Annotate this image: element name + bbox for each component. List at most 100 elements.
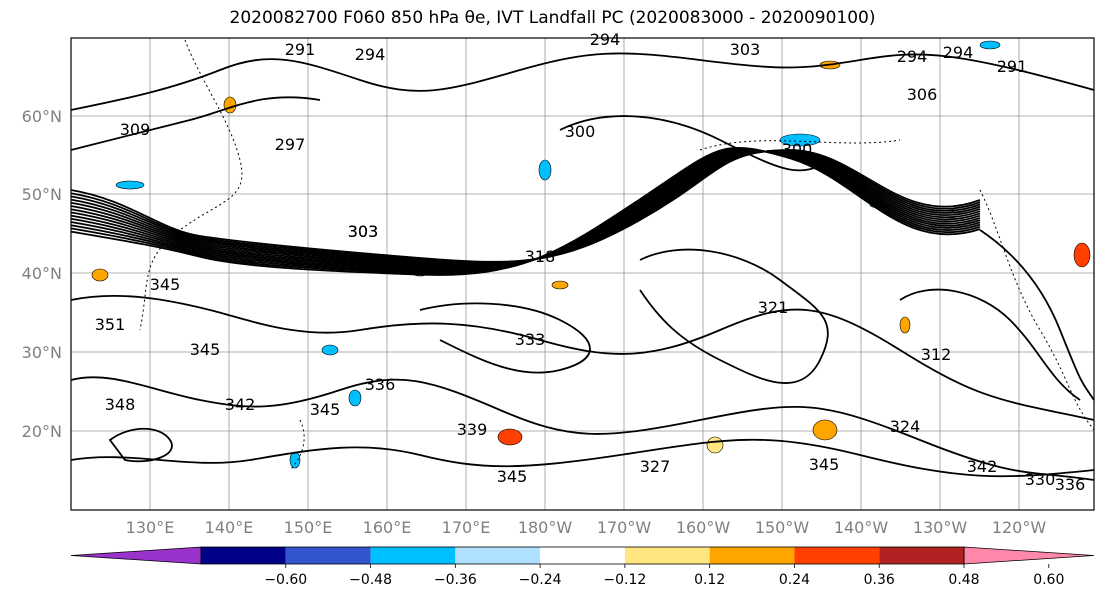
contour-label: 345 bbox=[310, 400, 341, 419]
colorbar-segment bbox=[201, 547, 286, 564]
contour-label: 300 bbox=[565, 122, 596, 141]
contour-label: 342 bbox=[967, 457, 998, 476]
theta-e-contours bbox=[70, 52, 1095, 481]
contour-labels: 291 294 294 303 294 294 291 309 297 300 306 303 300 3… bbox=[95, 30, 1086, 494]
contour-label: 342 bbox=[225, 395, 256, 414]
contour-label: 345 bbox=[150, 275, 181, 294]
ivt-pc-shade bbox=[321, 344, 339, 356]
colorbar-segment bbox=[794, 547, 880, 564]
contour-label: 291 bbox=[997, 57, 1028, 76]
contour-label: 321 bbox=[758, 298, 789, 317]
ivt-pc-shade bbox=[979, 40, 1001, 50]
colorbar-tick-label: −0.48 bbox=[349, 572, 392, 588]
colorbar-tick-label: −0.24 bbox=[519, 572, 562, 588]
map-panel: 291 294 294 303 294 294 291 309 297 300 306 303 300 3… bbox=[70, 30, 1095, 511]
theta-e-contour bbox=[419, 302, 591, 374]
lon-label: 140°W bbox=[834, 518, 889, 537]
theta-e-contour bbox=[559, 115, 831, 172]
lon-label: 170°E bbox=[442, 518, 491, 537]
contour-label: 303 bbox=[348, 222, 379, 241]
contour-label: 294 bbox=[355, 45, 386, 64]
ivt-pc-shade bbox=[551, 280, 569, 290]
theta-e-contour bbox=[70, 52, 1095, 111]
coastline bbox=[139, 39, 243, 331]
colorbar-tick-label: −0.12 bbox=[603, 572, 646, 588]
latitude-labels: 60°N 50°N 40°N 30°N 20°N bbox=[22, 107, 62, 441]
lon-label: 120°W bbox=[992, 518, 1047, 537]
colorbar-tick-label: −0.60 bbox=[264, 572, 307, 588]
contour-label: 336 bbox=[1055, 475, 1086, 494]
lon-label: 160°E bbox=[363, 518, 412, 537]
colorbar-tick-label: −0.36 bbox=[434, 572, 477, 588]
lon-label: 150°E bbox=[284, 518, 333, 537]
ivt-pc-shade bbox=[1073, 242, 1091, 268]
contour-label: 309 bbox=[120, 120, 151, 139]
contour-label: 351 bbox=[95, 315, 126, 334]
contour-label: 318 bbox=[525, 247, 556, 266]
colorbar-extend-min bbox=[70, 546, 202, 565]
theta-e-contour bbox=[70, 295, 1095, 421]
lat-label: 40°N bbox=[22, 264, 62, 283]
colorbar-segment bbox=[370, 547, 456, 564]
ivt-pc-shade bbox=[348, 389, 362, 407]
ivt-pc-shade bbox=[538, 159, 552, 181]
longitude-labels: 130°E 140°E 150°E 160°E 170°E 180°W 170°W 160°W… bbox=[126, 518, 1047, 537]
contour-label: 327 bbox=[640, 457, 671, 476]
colorbar-extend-max bbox=[963, 546, 1095, 565]
contour-label: 297 bbox=[275, 135, 306, 154]
coastline bbox=[699, 139, 901, 151]
contour-label: 306 bbox=[907, 85, 938, 104]
colorbar-tick-label: 0.48 bbox=[948, 572, 979, 588]
colorbar-tick-label: 0.36 bbox=[864, 572, 895, 588]
contour-label: 345 bbox=[190, 340, 221, 359]
contour-label: 294 bbox=[590, 30, 621, 49]
contour-label: 333 bbox=[515, 330, 546, 349]
colorbar-segment bbox=[709, 547, 795, 564]
lon-label: 140°E bbox=[205, 518, 254, 537]
contour-label: 336 bbox=[365, 375, 396, 394]
contour-label: 300 bbox=[782, 140, 813, 159]
colorbar-frame bbox=[200, 546, 965, 565]
lon-label: 130°E bbox=[126, 518, 175, 537]
ivt-pc-shade bbox=[115, 180, 145, 190]
contour-label: 339 bbox=[457, 420, 488, 439]
colorbar-segment bbox=[285, 547, 371, 564]
colorbar-tick-label: 0.12 bbox=[694, 572, 725, 588]
ivt-pc-shade bbox=[497, 428, 523, 446]
contour-label: 294 bbox=[897, 47, 928, 66]
ivt-pc-shade bbox=[899, 316, 911, 334]
lat-label: 30°N bbox=[22, 343, 62, 362]
theta-e-contour bbox=[70, 96, 321, 151]
lat-label: 50°N bbox=[22, 185, 62, 204]
figure-title: 2020082700 F060 850 hPa θe, IVT Landfall… bbox=[229, 8, 876, 28]
lon-label: 160°W bbox=[676, 518, 731, 537]
colorbar-tick-label: 0.60 bbox=[1033, 572, 1064, 588]
theta-e-contour bbox=[108, 427, 173, 463]
lon-label: 170°W bbox=[597, 518, 652, 537]
ivt-pc-shade bbox=[289, 451, 301, 469]
colorbar-segment bbox=[624, 547, 710, 564]
theta-e-contour bbox=[70, 376, 1095, 481]
contour-label: 312 bbox=[921, 345, 952, 364]
contour-label: 303 bbox=[348, 222, 379, 241]
lon-label: 150°W bbox=[755, 518, 810, 537]
lon-label: 180°W bbox=[518, 518, 573, 537]
map-frame bbox=[70, 37, 1095, 511]
ivt-pc-shade bbox=[91, 268, 109, 282]
contour-label: 294 bbox=[943, 43, 974, 62]
theta-e-contour bbox=[70, 438, 1095, 478]
lat-label: 60°N bbox=[22, 107, 62, 126]
lat-label: 20°N bbox=[22, 422, 62, 441]
colorbar: −0.60 −0.48 −0.36 −0.24 −0.12 0.12 0.24 0.36 0.4… bbox=[70, 546, 1095, 588]
ivt-pc-shading bbox=[91, 40, 1091, 469]
colorbar-segment bbox=[540, 547, 625, 564]
contour-label: 324 bbox=[890, 417, 921, 436]
theta-e-contour bbox=[979, 229, 1095, 401]
contour-label: 348 bbox=[105, 395, 136, 414]
contour-label: 330 bbox=[1025, 470, 1056, 489]
contour-label: 345 bbox=[497, 467, 528, 486]
colorbar-segment bbox=[455, 547, 541, 564]
coastline bbox=[289, 419, 305, 471]
contour-label: 291 bbox=[285, 40, 316, 59]
theta-e-contour bbox=[639, 248, 829, 384]
